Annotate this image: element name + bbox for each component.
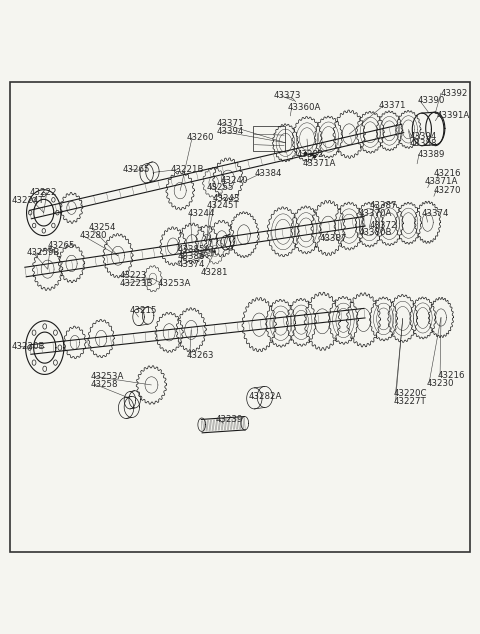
Text: 43387: 43387 [320,234,347,243]
Text: 43372: 43372 [369,221,397,230]
Text: 43216: 43216 [437,371,465,380]
Text: 43371A: 43371A [424,177,457,186]
Text: 43374: 43374 [178,260,205,269]
Text: 43370A: 43370A [359,209,392,218]
Text: 43371A: 43371A [302,159,336,169]
Text: 43258: 43258 [91,380,118,389]
Text: 43243: 43243 [212,194,240,203]
Text: 43265: 43265 [48,241,75,250]
Text: 43392: 43392 [441,89,468,98]
Text: 43270: 43270 [434,186,461,195]
Text: 43260: 43260 [186,133,214,142]
Text: 43221B: 43221B [170,165,204,174]
Text: 43230: 43230 [427,378,454,387]
Text: 43255: 43255 [206,183,234,192]
Text: 43244: 43244 [187,209,215,218]
Text: 43223B: 43223B [120,279,153,288]
Text: 43220C: 43220C [393,389,427,398]
Text: 43254: 43254 [88,223,116,233]
Text: 43224T: 43224T [11,196,44,205]
Text: 43253A: 43253A [91,372,124,381]
Text: 43259B: 43259B [27,249,60,257]
Text: 43394: 43394 [410,132,437,141]
Text: 43263: 43263 [186,351,214,359]
Text: 43380B: 43380B [359,228,392,237]
Text: 43227T: 43227T [393,397,426,406]
Text: 43371: 43371 [379,101,406,110]
Text: 43382: 43382 [297,150,324,158]
Text: 43239: 43239 [215,415,242,424]
Text: 43386: 43386 [178,252,205,261]
Text: 43245T: 43245T [206,202,239,210]
Text: 43281: 43281 [201,268,228,276]
Text: 43215: 43215 [130,306,157,315]
Text: 43394: 43394 [216,127,243,136]
Text: 43280: 43280 [80,231,107,240]
Text: 43360A: 43360A [288,103,321,112]
Text: 43374: 43374 [422,209,449,218]
Text: 43223: 43223 [120,271,147,280]
Text: 43391A: 43391A [436,110,469,120]
Text: 43384: 43384 [254,169,282,178]
Text: 43220B: 43220B [11,342,45,351]
Text: 43240: 43240 [221,176,248,184]
Text: 43373: 43373 [274,91,301,100]
Text: 43216: 43216 [434,169,461,178]
Text: 43390: 43390 [417,96,444,105]
Text: 43389: 43389 [417,150,444,158]
Text: 43282A: 43282A [249,392,282,401]
Text: 43385A: 43385A [178,245,211,254]
Text: 43388: 43388 [410,139,437,148]
Text: 43253A: 43253A [157,279,191,288]
Text: 43265: 43265 [123,165,150,174]
Text: 43222: 43222 [29,188,57,197]
Text: 43371: 43371 [216,119,243,127]
Text: 43387: 43387 [369,202,397,210]
